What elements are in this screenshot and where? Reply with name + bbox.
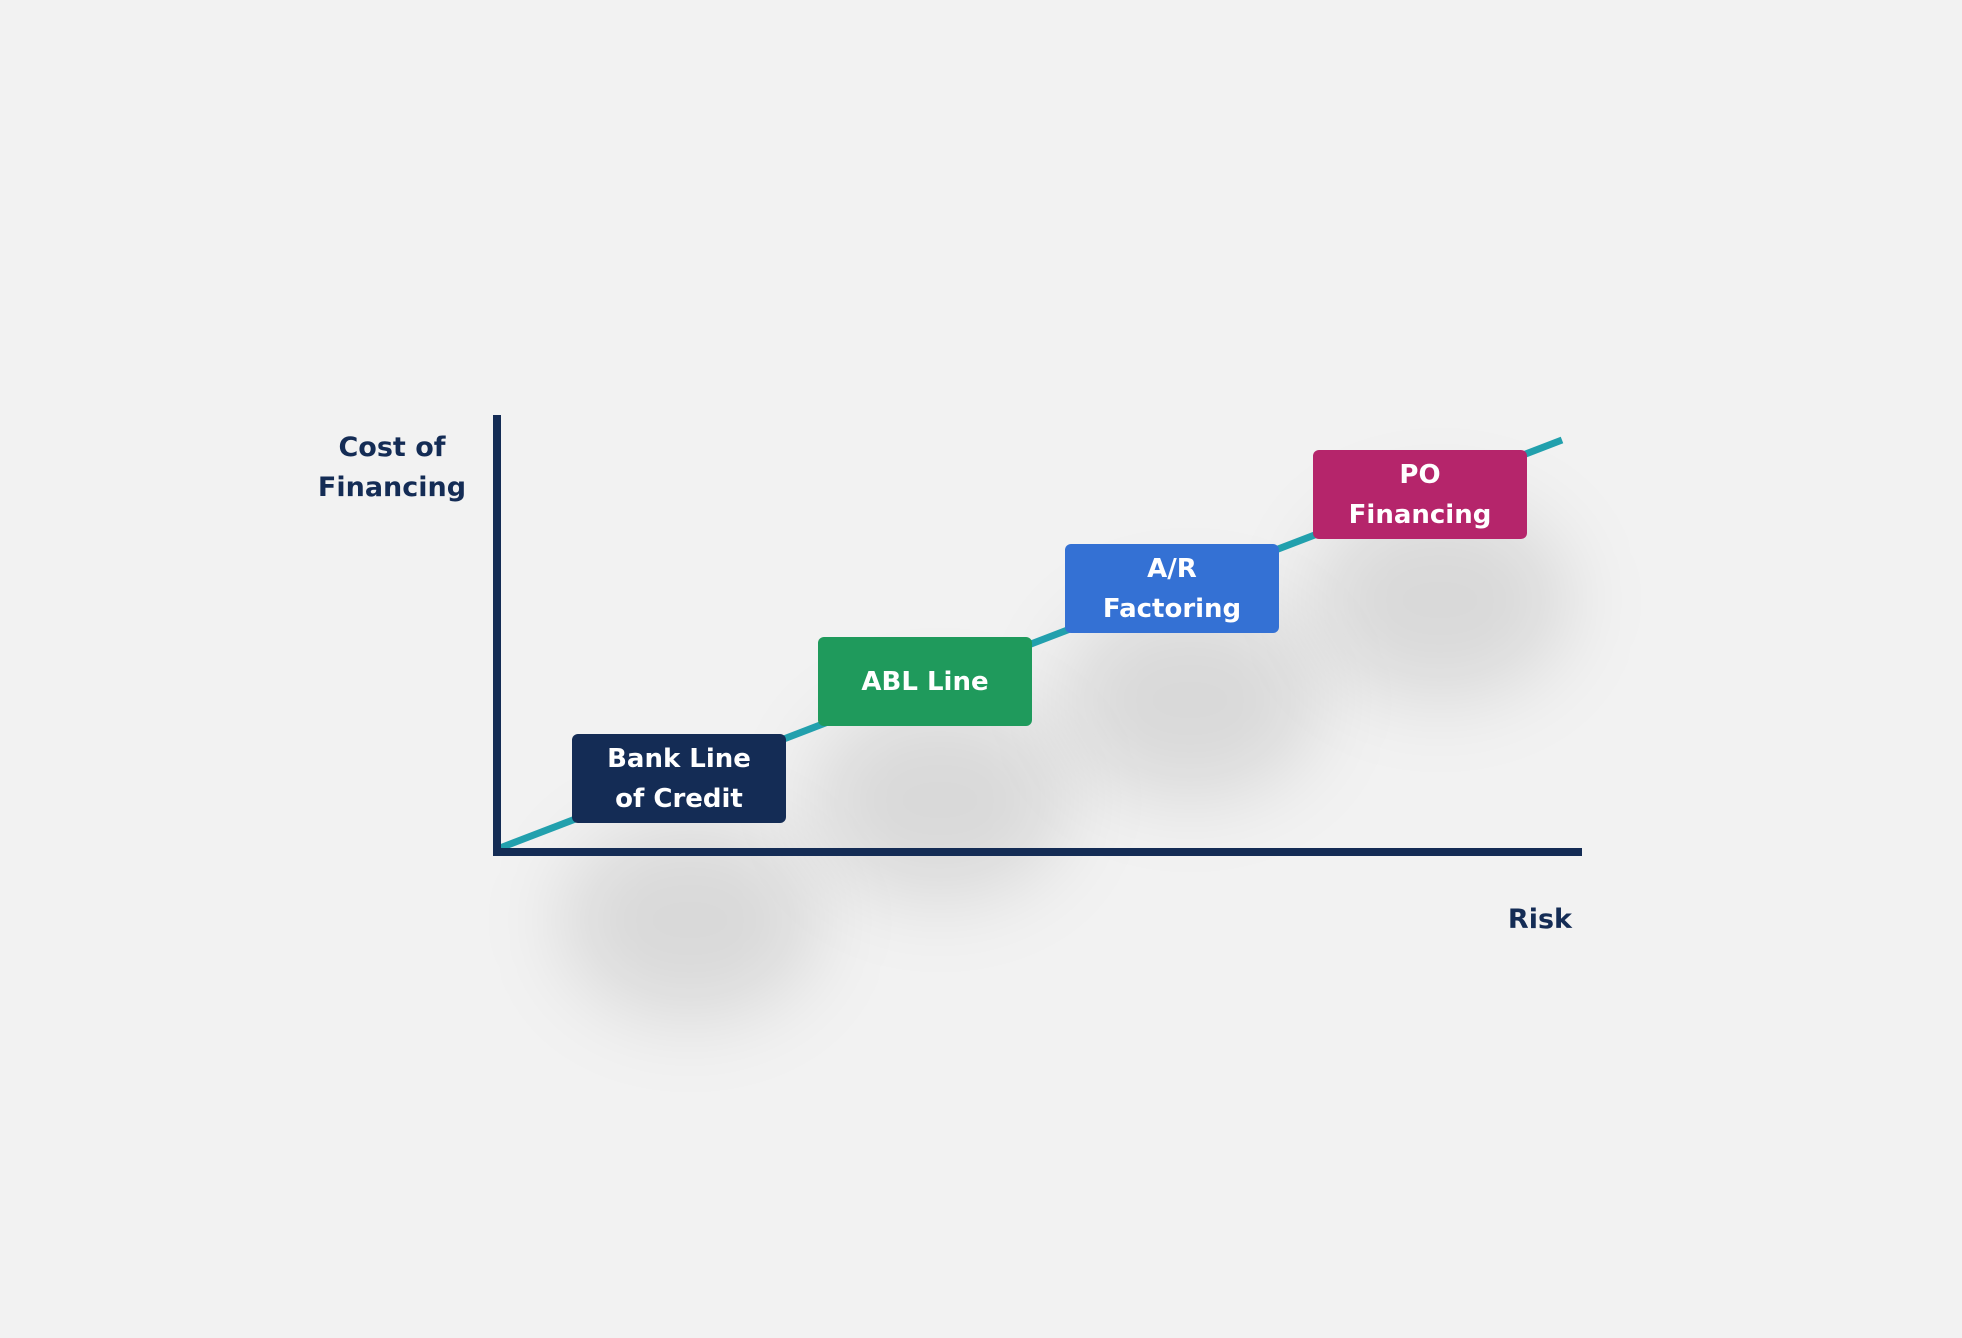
y-axis-label: Cost of Financing [292,428,492,508]
step-po-financing: PO Financing [1313,450,1527,539]
y-axis-label-line2: Financing [317,472,467,503]
step-abl-line: ABL Line [818,637,1032,726]
step-label-line1: Bank Line [607,743,751,774]
step-label-line2: of Credit [615,783,743,814]
y-axis-label-line1: Cost of [338,432,446,463]
box-shadow [1060,600,1320,800]
step-label-line1: A/R [1147,553,1197,584]
step-label-line2: Financing [1348,499,1492,530]
step-bank-line-of-credit: Bank Line of Credit [572,734,786,823]
step-label-line1: ABL Line [861,666,989,697]
step-label-line2: Factoring [1102,593,1242,624]
step-ar-factoring: A/R Factoring [1065,544,1279,633]
step-label-line1: PO [1399,459,1441,490]
x-axis-label: Risk [1507,904,1572,935]
box-shadow [810,700,1070,900]
